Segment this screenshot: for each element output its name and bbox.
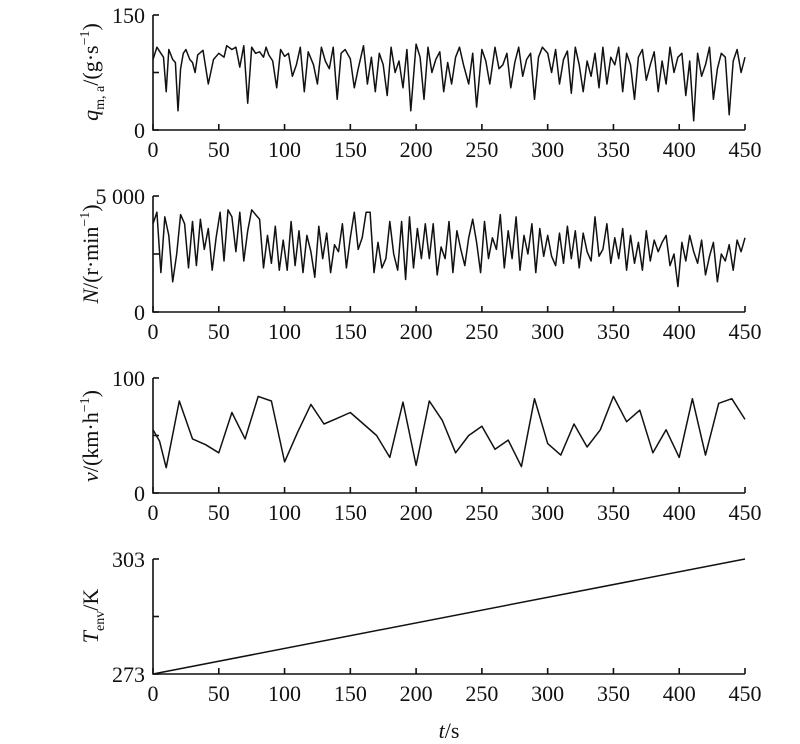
- y-tick-label: 0: [134, 118, 145, 143]
- axes-frame: [152, 196, 745, 313]
- y-label-variable: v: [78, 472, 103, 482]
- x-tick-label: 0: [148, 137, 159, 162]
- x-tick-label: 400: [663, 319, 696, 344]
- x-tick-label: 300: [531, 137, 564, 162]
- x-tick-label: 50: [208, 681, 230, 706]
- x-tick-label: 0: [148, 500, 159, 525]
- x-tick-label: 50: [208, 500, 230, 525]
- x-tick-label: 100: [268, 319, 301, 344]
- data-series-line: [152, 558, 746, 675]
- x-tick-label: 300: [531, 319, 564, 344]
- x-tick-label: 150: [334, 319, 367, 344]
- y-tick-label: 5 000: [96, 184, 146, 209]
- x-tick-label: 150: [334, 681, 367, 706]
- y-label-subscript: env: [93, 611, 108, 631]
- x-tick-label: 200: [400, 681, 433, 706]
- y-axis-label: qm, a/(g·s−1): [78, 23, 108, 121]
- data-series-line: [152, 209, 746, 288]
- y-label-unit: /(r·min: [78, 227, 103, 289]
- y-axis-label: v/(km·h−1): [78, 390, 103, 482]
- y-label-superscript: −1: [78, 30, 93, 45]
- x-label-unit: /s: [445, 718, 460, 743]
- y-label-unit-close: ): [78, 23, 103, 30]
- x-tick-label: 100: [268, 137, 301, 162]
- y-tick-label: 0: [134, 481, 145, 506]
- x-tick-label: 350: [597, 500, 630, 525]
- x-tick-label: 200: [400, 137, 433, 162]
- y-label-unit: /K: [78, 589, 103, 611]
- x-tick-label: 300: [531, 681, 564, 706]
- x-tick-label: 150: [334, 137, 367, 162]
- x-tick-label: 450: [729, 319, 762, 344]
- x-tick-label: 50: [208, 137, 230, 162]
- y-label-unit: /(g·s: [78, 45, 103, 85]
- y-label-variable: T: [78, 629, 103, 643]
- x-tick-label: 200: [400, 500, 433, 525]
- x-tick-label: 0: [148, 681, 159, 706]
- y-label-unit-close: ): [78, 204, 103, 211]
- x-tick-label: 250: [465, 137, 498, 162]
- y-tick-label: 273: [112, 662, 145, 687]
- y-tick-label: 100: [112, 366, 145, 391]
- data-series-line: [152, 43, 746, 122]
- x-tick-label: 250: [465, 500, 498, 525]
- y-label-subscript: m, a: [93, 85, 108, 110]
- y-axis-label: Tenv/K: [78, 589, 108, 644]
- y-label-superscript: −1: [78, 212, 93, 227]
- y-label-unit: /(km·h: [78, 412, 103, 472]
- x-tick-label: 0: [148, 319, 159, 344]
- y-tick-label: 0: [134, 300, 145, 325]
- x-tick-label: 250: [465, 319, 498, 344]
- panel-vehicle-speed: 0 50 100 150 200 250 300 350 400 450 0 100 v/(km·h−1…: [78, 366, 762, 525]
- x-tick-label: 400: [663, 500, 696, 525]
- y-label-variable: N: [78, 288, 103, 305]
- y-label-unit-close: ): [78, 390, 103, 397]
- y-tick-label: 303: [112, 547, 145, 572]
- x-tick-label: 350: [597, 681, 630, 706]
- x-tick-label: 450: [729, 681, 762, 706]
- x-tick-label: 450: [729, 137, 762, 162]
- x-tick-label: 200: [400, 319, 433, 344]
- x-tick-label: 150: [334, 500, 367, 525]
- y-axis-label: N/(r·min−1): [78, 204, 103, 304]
- x-tick-label: 50: [208, 319, 230, 344]
- x-label-variable: t: [439, 718, 446, 743]
- x-tick-label: 400: [663, 137, 696, 162]
- x-tick-label: 250: [465, 681, 498, 706]
- panel-ambient-temperature: 0 50 100 150 200 250 300 350 400 450273303Tenv/Kt…: [78, 547, 762, 743]
- x-tick-label: 100: [268, 681, 301, 706]
- data-series-line: [152, 395, 746, 469]
- x-tick-label: 450: [729, 500, 762, 525]
- y-label-superscript: −1: [78, 397, 93, 412]
- x-tick-label: 300: [531, 500, 564, 525]
- x-tick-label: 400: [663, 681, 696, 706]
- y-tick-label: 150: [112, 3, 145, 28]
- x-tick-label: 350: [597, 137, 630, 162]
- y-label-variable: q: [78, 110, 103, 121]
- x-axis-label: t/s: [439, 718, 460, 743]
- x-tick-label: 100: [268, 500, 301, 525]
- x-tick-label: 350: [597, 319, 630, 344]
